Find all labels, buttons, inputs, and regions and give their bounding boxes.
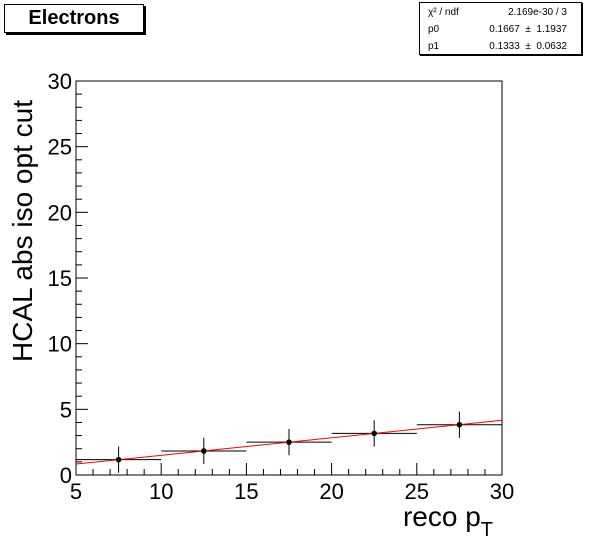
x-tick-label: 5	[70, 479, 82, 504]
stats-value: 0.1667 ± 1.1937	[489, 24, 567, 35]
stats-name: p0	[428, 24, 440, 35]
data-point	[456, 421, 463, 428]
y-tick-label: 10	[48, 332, 72, 357]
data-point	[286, 439, 292, 445]
x-axis-title-main: reco p	[403, 501, 481, 532]
y-tick-label: 15	[48, 266, 72, 291]
axis-ticks	[75, 80, 503, 476]
stats-row-p1: p1 0.1333 ± 0.0632	[420, 38, 581, 55]
data-markers	[115, 421, 463, 463]
y-tick-label: 0	[60, 463, 72, 488]
x-axis-title-sub: T	[481, 519, 493, 541]
x-tick-label: 15	[234, 479, 258, 504]
x-tick-label: 25	[405, 479, 429, 504]
data-point	[201, 448, 207, 454]
stats-name: χ² / ndf	[428, 7, 459, 18]
stats-row-chi2: χ² / ndf 2.169e-30 / 3	[420, 4, 581, 21]
data-point	[115, 456, 122, 463]
plot-frame	[75, 80, 503, 476]
stats-value: 0.1333 ± 0.0632	[489, 41, 567, 52]
stats-value: 2.169e-30 / 3	[508, 7, 567, 18]
y-tick-label: 30	[48, 69, 72, 94]
x-tick-label: 20	[319, 479, 343, 504]
data-point	[371, 430, 378, 437]
x-tick-label: 30	[490, 479, 514, 504]
stats-row-p0: p0 0.1667 ± 1.1937	[420, 21, 581, 38]
title-box: Electrons	[4, 4, 144, 33]
y-tick-label: 25	[48, 135, 72, 160]
chart-title: Electrons	[28, 7, 120, 29]
x-axis-title: reco pT	[403, 501, 493, 541]
stats-name: p1	[428, 41, 440, 52]
y-axis-title: HCAL abs iso opt cut	[7, 100, 38, 362]
fit-stats-box: χ² / ndf 2.169e-30 / 3 p0 0.1667 ± 1.193…	[419, 2, 582, 55]
y-tick-label: 5	[60, 397, 72, 422]
y-tick-label: 20	[48, 200, 72, 225]
x-tick-label: 10	[149, 479, 173, 504]
